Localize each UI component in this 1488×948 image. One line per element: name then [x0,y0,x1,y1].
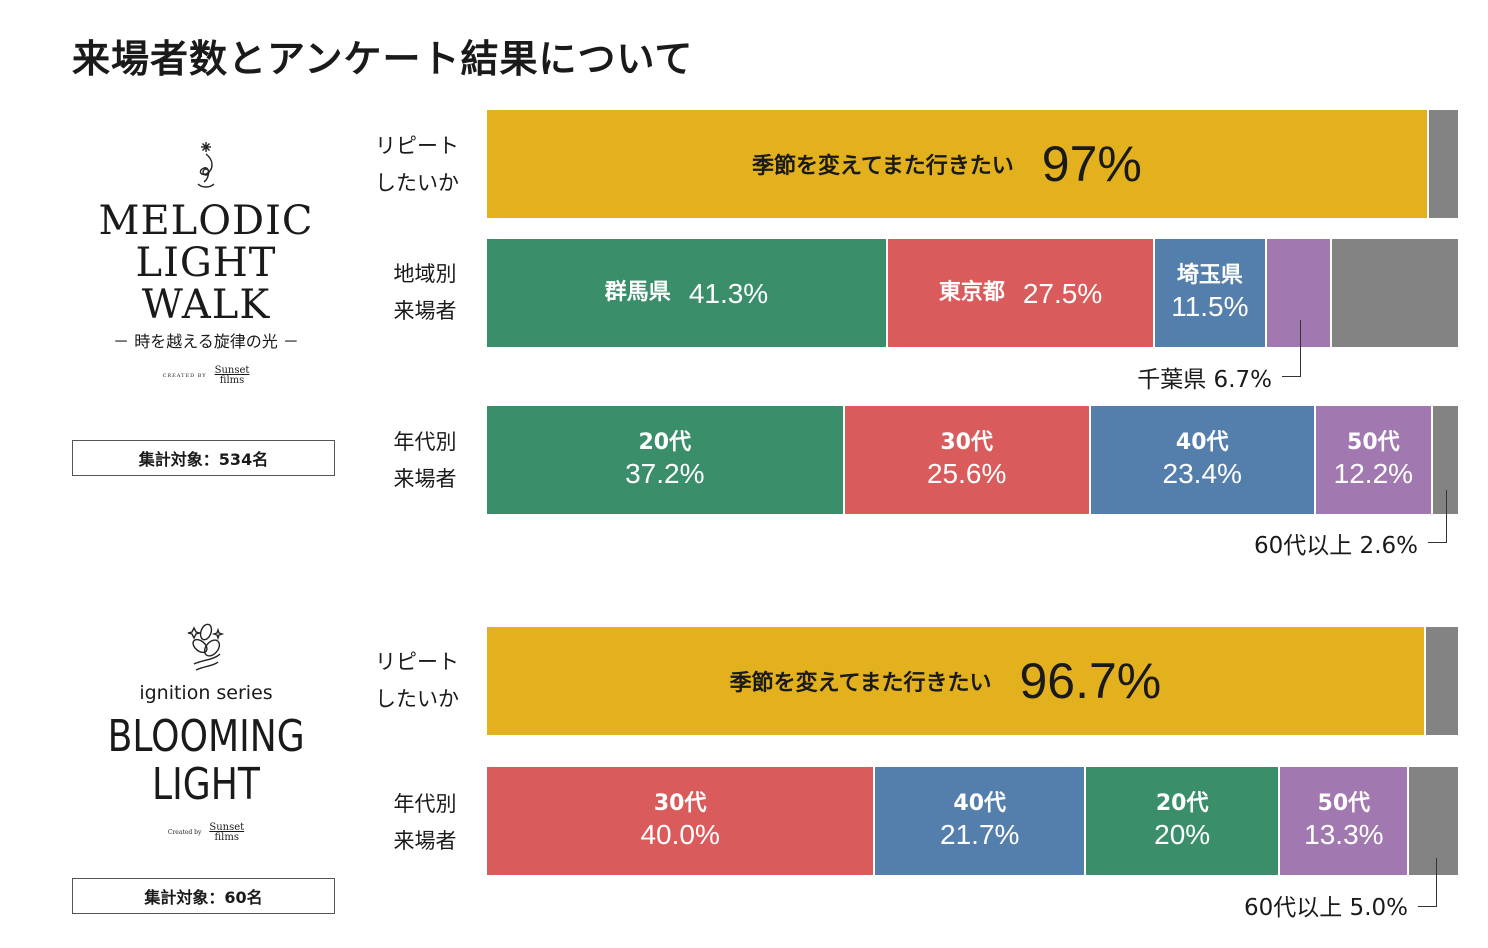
credit-brand-line-2: films [219,375,245,386]
credit: Created by Sunset films [86,823,326,843]
logo-subtitle: － 時を越える旋律の光 － [113,332,299,351]
segment-label: 50代 [1347,429,1400,455]
segment-value: 21.7% [940,819,1020,851]
credit-brand-line-1: Sunset [214,365,250,376]
repeat-bar-1: 季節を変えてまた行きたい 97% [487,110,1458,218]
bar-segment: 20代 37.2% [487,406,845,514]
callout-chiba: 千葉県 6.7% [1137,367,1272,393]
flower-sprout-icon [187,623,225,671]
bar-segment [1428,110,1458,218]
music-note-icon [197,142,215,188]
credit-prefix: Created by [167,829,202,836]
segment-label: 20代 [1155,790,1209,816]
bar-segment: 季節を変えてまた行きたい 97% [487,110,1429,218]
segment-label: 50代 [1317,790,1371,816]
segment-label: 30代 [653,790,707,816]
bar-segment [1331,239,1458,347]
logo-series: ignition series [139,682,273,704]
segment-label: 30代 [940,429,993,455]
segment-label: 季節を変えてまた行きたい [729,671,992,696]
respondent-count-box: 集計対象：60名 [72,878,335,914]
row-label-region: 地域別 来場者 [393,262,457,323]
age-bar-2: 30代 40.0% 40代 21.7% 20代 20% 50代 13.3% [487,767,1458,875]
page-title: 来場者数とアンケート結果について [72,37,694,81]
respondent-count-box: 集計対象：534名 [72,440,335,476]
bar-segment: 30代 25.6% [844,406,1091,514]
segment-label: 群馬県 [604,280,671,306]
segment-value: 27.5% [1022,277,1103,309]
bar-segment: 東京都 27.5% [888,239,1156,347]
event-logo-melodic-light-walk: MELODIC LIGHT WALK － 時を越える旋律の光 － CREATED… [86,140,326,386]
segment-value: 12.2% [1333,458,1414,490]
segment-value: 97% [1041,136,1142,192]
row-label-age: 年代別 来場者 [393,430,457,491]
bar-segment: 50代 13.3% [1280,767,1410,875]
logo-line-2: LIGHT [152,759,260,810]
credit: CREATED BY Sunset films [86,366,326,386]
bar-segment [1266,239,1332,347]
segment-value: 23.4% [1162,458,1242,490]
bar-segment: 40代 23.4% [1090,406,1316,514]
bar-segment [1433,406,1458,514]
callout-leader-line [1418,858,1437,907]
segment-label: 東京都 [938,280,1005,306]
credit-brand-line-2: films [214,832,239,843]
bar-segment: 30代 40.0% [487,767,876,875]
bar-segment: 50代 12.2% [1315,406,1433,514]
region-bar-1: 群馬県 41.3% 東京都 27.5% 埼玉県 11.5% [487,239,1458,347]
segment-label: 季節を変えてまた行きたい [751,154,1014,179]
row-label-repeat: リピート したいか [375,134,459,195]
segment-label: 40代 [953,790,1007,816]
repeat-bar-2: 季節を変えてまた行きたい 96.7% [487,627,1458,735]
segment-value: 25.6% [926,458,1007,490]
row-label-age: 年代別 来場者 [393,792,457,853]
bar-segment: 埼玉県 11.5% [1155,239,1267,347]
logo-line-3: WALK [141,282,271,328]
callout-60s-2: 60代以上 5.0% [1243,895,1408,921]
bar-segment: 40代 21.7% [875,767,1087,875]
credit-prefix: CREATED BY [162,372,207,379]
event-logo-blooming-light: ignition series BLOOMING LIGHT Created b… [86,620,326,843]
bar-segment: 季節を変えてまた行きたい 96.7% [487,627,1426,735]
row-label-repeat: リピート したいか [375,650,459,711]
segment-value: 11.5% [1171,291,1249,323]
segment-value: 13.3% [1304,819,1384,851]
bar-segment [1425,627,1458,735]
callout-leader-line [1282,320,1301,377]
bar-segment [1409,767,1458,875]
logo-line-1: BLOOMING [107,711,305,762]
segment-value: 40.0% [640,819,720,851]
credit-brand: Sunset films [209,823,244,843]
bar-segment: 群馬県 41.3% [487,239,889,347]
segment-value: 20% [1154,819,1211,851]
age-bar-1: 20代 37.2% 30代 25.6% 40代 23.4% 50代 12.2% [487,406,1458,514]
logo-line-1: MELODIC [98,198,314,244]
credit-brand-line-1: Sunset [209,822,245,833]
bar-segment: 20代 20% [1086,767,1281,875]
logo-line-2: LIGHT [135,240,277,286]
segment-label: 20代 [638,429,692,455]
respondent-count: 集計対象：60名 [144,888,263,907]
credit-brand: Sunset films [215,366,250,386]
callout-60s-1: 60代以上 2.6% [1253,533,1418,559]
segment-label: 40代 [1175,429,1229,455]
callout-leader-line [1428,490,1447,543]
respondent-count: 集計対象：534名 [138,450,269,469]
segment-value: 37.2% [625,458,705,490]
segment-value: 96.7% [1019,653,1162,709]
segment-value: 41.3% [688,277,769,309]
segment-label: 埼玉県 [1176,262,1243,288]
